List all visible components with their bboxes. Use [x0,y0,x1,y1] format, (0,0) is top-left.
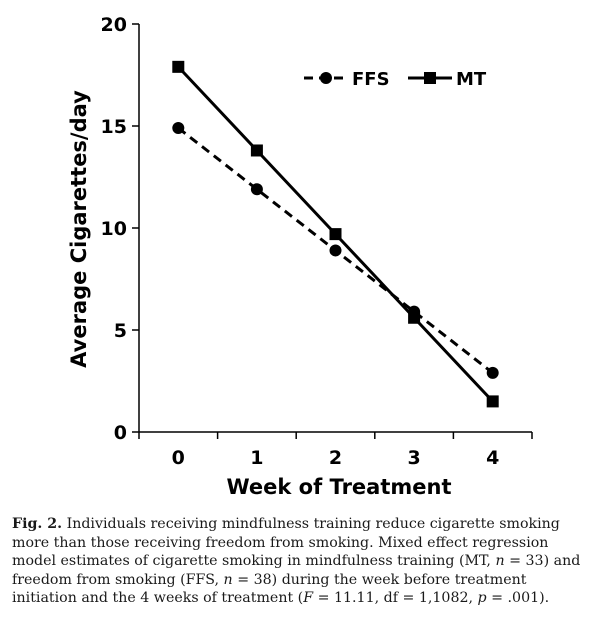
x-tick-label: 3 [407,447,420,469]
x-tick-label: 0 [172,447,185,469]
y-tick-label: 0 [114,422,127,444]
y-axis-title: Average Cigarettes/day [67,90,91,368]
caption-f-var: F [303,590,314,607]
caption-label: Fig. 2. [12,516,63,532]
caption-n-mt-val: = 33) and freedom from smoking (FFS, [12,553,581,588]
caption-f-val: = 11.11, df = 1,1082, [313,590,478,607]
caption-n-ffs-var: n [223,571,233,588]
y-tick-label: 5 [114,320,127,342]
legend-marker-mt [424,72,436,84]
x-tick-label: 4 [486,447,499,469]
series-ffs [172,122,499,379]
data-point-mt [408,311,421,324]
line-chart: 0 5 10 15 20 0 1 2 3 4 FFS MT Average Cigarettes/… [67,14,533,499]
legend: FFS MT [304,69,487,90]
data-point-ffs [329,244,342,257]
data-point-ffs [172,122,185,135]
caption-n-ffs-val: = 38) during the week before treatment i… [12,571,527,607]
legend-label-ffs: FFS [352,69,390,90]
x-tick-label: 1 [250,447,263,469]
series-mt [172,60,499,408]
y-tick-label: 15 [101,116,127,138]
y-axis-ticks: 0 5 10 15 20 [101,14,139,444]
legend-label-mt: MT [456,69,487,90]
data-point-mt [250,144,263,157]
data-point-mt [486,395,499,408]
data-point-mt [172,60,185,73]
caption-p-var: p [477,590,487,607]
series-lines [172,60,499,408]
legend-item-ffs: FFS [304,69,390,90]
x-tick-label: 2 [329,447,342,469]
legend-marker-ffs [320,72,332,84]
data-point-mt [329,228,342,241]
figure-caption: Fig. 2. Individuals receiving mindfulnes… [12,515,590,608]
x-axis-title: Week of Treatment [227,475,452,499]
legend-item-mt: MT [408,69,487,90]
caption-p-val: = .001). [486,590,550,607]
y-tick-label: 20 [101,14,127,36]
y-tick-label: 10 [101,218,127,240]
caption-n-mt-var: n [495,553,505,570]
x-axis-ticks: 0 1 2 3 4 [138,432,533,469]
data-point-ffs [250,183,263,196]
data-point-ffs [486,366,499,379]
caption-text-1: Individuals receiving mindfulness traini… [12,516,560,570]
